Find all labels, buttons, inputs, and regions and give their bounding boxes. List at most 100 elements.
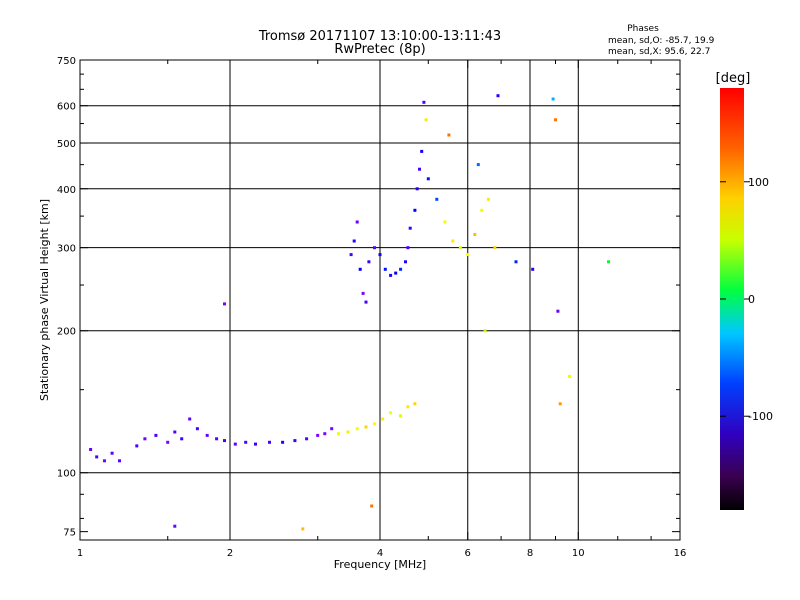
echo-point (556, 309, 560, 313)
echo-point (408, 226, 412, 230)
x-tick-label: 2 (227, 548, 233, 559)
y-tick-label: 750 (57, 56, 76, 67)
colorbar-ticks: 100 0 -100 (720, 176, 773, 423)
colorbar-label: [deg] (716, 71, 751, 86)
x-tick-label: 16 (674, 548, 687, 559)
y-tick-label: 500 (57, 139, 76, 150)
echo-point (89, 448, 93, 451)
echo-point (373, 246, 376, 250)
echo-point (361, 291, 365, 295)
echo-point (514, 260, 518, 264)
echo-point (367, 260, 371, 264)
echo-point (426, 177, 430, 181)
y-tick-label: 100 (57, 469, 76, 480)
echo-point (447, 133, 451, 137)
echo-point (399, 414, 403, 418)
echo-point (413, 208, 417, 212)
echo-point (305, 437, 309, 441)
echo-point (370, 504, 374, 508)
y-tick-label: 400 (57, 185, 76, 196)
echo-point (188, 417, 192, 421)
echo-point (383, 267, 387, 271)
y-tick-label: 300 (57, 244, 76, 255)
echo-point (435, 197, 439, 201)
echo-point (381, 417, 385, 421)
echo-point (180, 437, 184, 441)
echo-point (424, 118, 428, 122)
echo-point (394, 271, 398, 275)
x-axis-label: Frequency [MHz] (334, 558, 426, 571)
echo-point (268, 440, 271, 444)
x-tick-label: 1 (77, 548, 83, 559)
echo-point (135, 444, 139, 448)
echo-point (364, 425, 368, 429)
chart-subtitle: RwPretec (8p) (334, 42, 425, 57)
y-tick-label: 600 (57, 102, 76, 113)
echo-point (415, 187, 419, 191)
echo-point (420, 149, 424, 153)
echo-points (89, 94, 610, 531)
chart-title: Tromsø 20171107 13:10:00-13:11:43 (258, 29, 501, 44)
echo-point (483, 329, 487, 333)
echo-point (531, 267, 535, 271)
x-axis-ticks: 1 2 4 6 8 10 16 (77, 60, 687, 559)
echo-point (404, 260, 407, 264)
echo-point (443, 220, 447, 224)
echo-point (281, 440, 285, 444)
echo-point (422, 100, 426, 104)
colorbar-tick-label: -100 (748, 410, 773, 423)
echo-point (389, 411, 393, 415)
echo-point (355, 220, 359, 224)
echo-point (358, 267, 362, 271)
echo-point (486, 197, 490, 201)
echo-point (399, 267, 403, 271)
echo-point (301, 527, 305, 531)
echo-point (418, 167, 421, 171)
echo-point (244, 440, 248, 444)
echo-point (496, 94, 500, 98)
y-axis-ticks: 75 100 200 300 400 500 600 750 (57, 56, 680, 539)
echo-point (466, 253, 470, 257)
echo-point (389, 273, 393, 277)
echo-point (346, 430, 350, 434)
echo-point (173, 524, 177, 528)
echo-point (473, 233, 477, 236)
echo-point (336, 432, 340, 436)
echo-point (373, 422, 376, 426)
echo-point (118, 459, 121, 463)
echo-point (607, 260, 610, 264)
echo-point (413, 402, 417, 406)
echo-point (166, 440, 170, 444)
echo-point (451, 239, 455, 243)
stats-x-line: mean, sd,X: 95.6, 22.7 (608, 47, 710, 57)
x-tick-label: 6 (465, 548, 471, 559)
echo-point (215, 437, 219, 441)
echo-point (223, 439, 226, 443)
echo-point (103, 459, 106, 463)
echo-point (293, 439, 297, 443)
echo-point (493, 246, 497, 250)
echo-point (558, 402, 562, 406)
x-tick-label: 10 (572, 548, 585, 559)
echo-point (551, 97, 555, 101)
echo-point (143, 437, 147, 441)
colorbar-tick-label: 0 (748, 293, 755, 306)
echo-point (352, 239, 356, 243)
echo-point (554, 118, 557, 122)
echo-point (476, 163, 480, 167)
echo-point (480, 208, 484, 212)
echo-point (233, 442, 237, 446)
echo-point (154, 433, 158, 437)
colorbar-tick-label: 100 (748, 176, 769, 189)
echo-point (316, 433, 320, 437)
echo-point (330, 427, 334, 431)
echo-point (364, 300, 368, 304)
echo-point (195, 427, 199, 431)
y-axis-label: Stationary phase Virtual Height [km] (38, 199, 51, 401)
echo-point (323, 432, 327, 436)
echo-point (406, 405, 410, 409)
echo-point (205, 433, 209, 437)
echo-point (355, 427, 359, 431)
echo-point (349, 253, 353, 257)
